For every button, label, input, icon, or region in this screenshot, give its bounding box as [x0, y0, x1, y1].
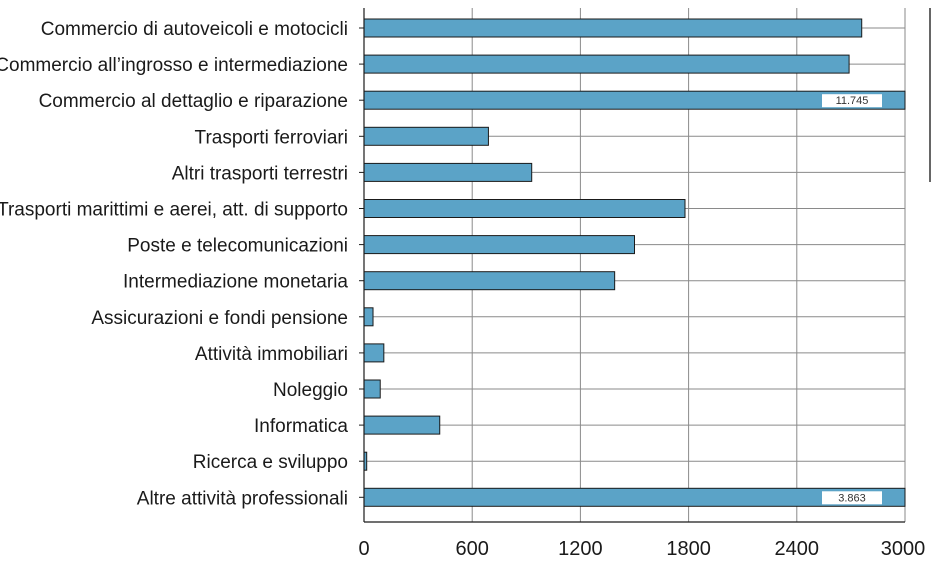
category-label: Informatica	[254, 416, 348, 437]
bar	[363, 271, 616, 291]
category-label: Altre attività professionali	[137, 488, 348, 509]
bar	[363, 18, 863, 38]
data-label-box	[822, 491, 882, 505]
category-label: Noleggio	[273, 380, 348, 401]
category-label: Commercio all’ingrosso e intermediazione	[0, 55, 348, 76]
bar	[363, 54, 850, 74]
x-axis-ticks: 0 600 1200 1800 2400 3000	[358, 538, 925, 560]
category-label: Poste e telecomunicazioni	[127, 236, 348, 257]
category-labels: Commercio di autoveicoli e motocicli Comm…	[0, 19, 348, 509]
category-label: Attività immobiliari	[195, 344, 348, 365]
data-label: 3.863	[838, 492, 866, 504]
bar	[363, 307, 374, 327]
x-tick-label: 2400	[775, 538, 820, 560]
grid-lines	[359, 8, 906, 523]
bar	[363, 415, 441, 435]
category-label: Intermediazione monetaria	[123, 272, 348, 293]
category-label: Ricerca e sviluppo	[193, 452, 348, 473]
x-tick-label: 600	[456, 538, 489, 560]
bar	[363, 379, 381, 399]
bar	[363, 343, 385, 363]
category-label: Trasporti ferroviari	[195, 127, 348, 148]
category-label: Trasporti marittimi e aerei, att. di sup…	[0, 200, 348, 221]
x-tick-label: 0	[358, 538, 369, 560]
x-tick-label: 1800	[666, 538, 711, 560]
bar	[363, 162, 533, 182]
category-label: Commercio al dettaglio e riparazione	[39, 91, 348, 112]
bars-group: 11.745 3.863	[363, 18, 906, 507]
category-label: Commercio di autoveicoli e motocicli	[41, 19, 348, 40]
x-tick-label: 3000	[881, 538, 926, 560]
bar	[363, 235, 635, 255]
category-label: Altri trasporti terrestri	[172, 163, 348, 184]
x-tick-label: 1200	[558, 538, 603, 560]
bar	[363, 199, 686, 218]
bar	[363, 126, 489, 146]
data-label: 11.745	[836, 95, 869, 107]
category-label: Assicurazioni e fondi pensione	[91, 308, 348, 329]
data-label-box	[822, 94, 882, 108]
